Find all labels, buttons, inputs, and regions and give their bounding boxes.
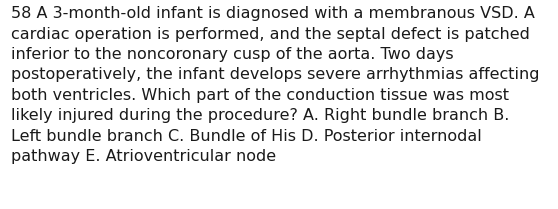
Text: 58 A 3-month-old infant is diagnosed with a membranous VSD. A
cardiac operation : 58 A 3-month-old infant is diagnosed wit… [11, 6, 540, 164]
